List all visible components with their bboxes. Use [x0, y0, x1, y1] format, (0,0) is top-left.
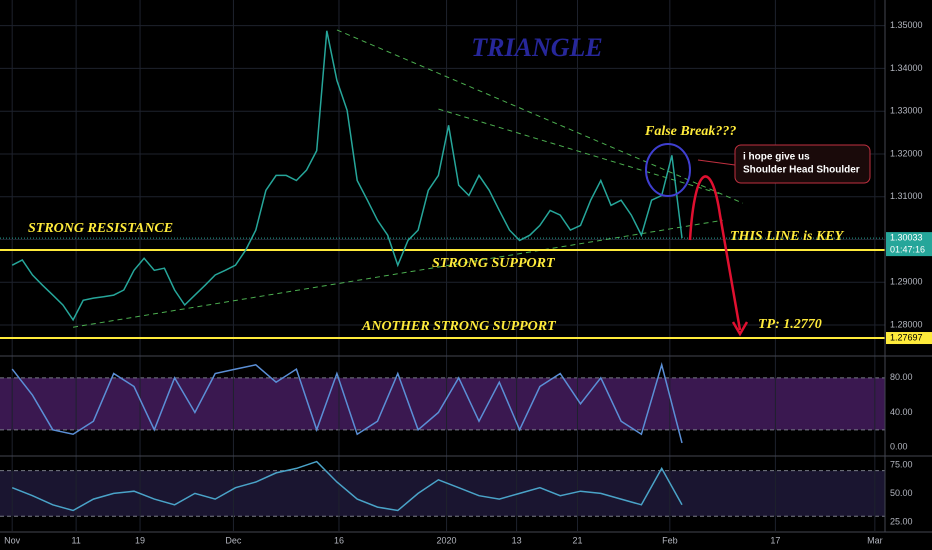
x-tick-label: Dec	[225, 535, 242, 545]
x-tick-label: 19	[135, 535, 145, 545]
y-tick-label: 0.00	[890, 442, 908, 452]
plot-layer	[0, 29, 885, 512]
annotation: ANOTHER STRONG SUPPORT	[361, 319, 557, 334]
price-tag-label: 1.30033	[890, 232, 923, 242]
price-tag	[886, 232, 932, 257]
x-tick-label: Feb	[662, 535, 678, 545]
annotation: THIS LINE is KEY	[730, 229, 845, 244]
trendline	[336, 29, 744, 204]
annotation: STRONG SUPPORT	[432, 256, 556, 271]
annotation: TP: 1.2770	[758, 317, 822, 332]
x-tick-label: 11	[71, 535, 80, 545]
annotation: STRONG RESISTANCE	[28, 221, 173, 236]
band	[0, 377, 885, 430]
y-tick-label: 1.32000	[890, 148, 923, 158]
callout-pointer	[697, 159, 736, 166]
y-tick-label: 80.00	[890, 372, 913, 382]
grid-layer	[0, 0, 885, 531]
series-line	[11, 460, 683, 512]
x-tick-label: Nov	[4, 535, 21, 545]
arrow-head	[731, 321, 749, 337]
x-tick-label: 21	[572, 535, 582, 545]
price-tag	[886, 332, 932, 345]
series-line	[11, 361, 683, 444]
y-tick-label: 50.00	[890, 488, 913, 498]
annotation: Shoulder Head Shoulder	[743, 165, 860, 176]
y-tick-label: 40.00	[890, 407, 913, 417]
y-tick-label: 25.00	[890, 516, 913, 526]
projection-arrow	[688, 175, 742, 331]
callout-box	[734, 144, 871, 184]
annotation: False Break???	[644, 124, 736, 139]
series-line	[11, 30, 683, 322]
y-tick-label: 1.35000	[890, 20, 923, 30]
x-tick-label: Mar	[867, 535, 883, 545]
highlight-circle	[645, 143, 691, 197]
y-tick-label: 1.29000	[890, 277, 923, 287]
band	[0, 470, 885, 517]
axis-layer: 1.35000 1.34000 1.33000 1.32000 1.31000 1.300…	[4, 20, 932, 545]
chart-title: TRIANGLE	[471, 33, 602, 62]
annotation: i hope give us	[743, 152, 810, 163]
x-tick-label: 17	[770, 535, 780, 545]
x-tick-label: 16	[334, 535, 344, 545]
y-tick-label: 1.33000	[890, 106, 923, 116]
y-tick-label: 1.31000	[890, 191, 923, 201]
y-tick-label: 75.00	[890, 459, 913, 469]
y-tick-label: 1.34000	[890, 63, 923, 73]
trendline	[72, 219, 723, 328]
price-tag-label: 1.27697	[890, 332, 923, 342]
y-tick-label: 1.28000	[890, 319, 923, 329]
x-tick-label: 2020	[437, 535, 457, 545]
countdown: 01:47:16	[890, 244, 925, 254]
x-tick-label: 13	[512, 535, 522, 545]
